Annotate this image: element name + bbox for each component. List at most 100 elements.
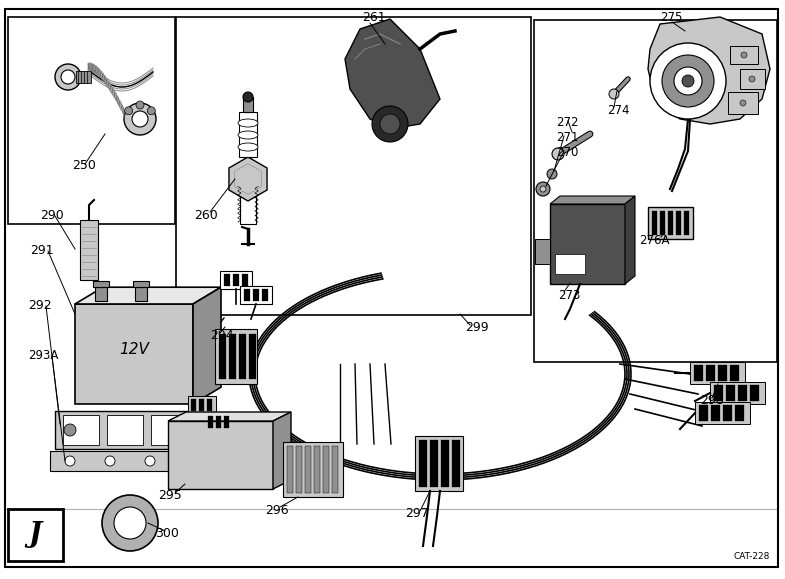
Circle shape <box>132 111 148 127</box>
Bar <box>229 334 236 379</box>
Bar <box>726 385 735 401</box>
Bar <box>133 281 149 287</box>
Text: 291: 291 <box>30 244 53 257</box>
Polygon shape <box>193 287 221 404</box>
Bar <box>695 402 750 424</box>
Bar <box>690 362 745 384</box>
Circle shape <box>609 89 619 99</box>
Circle shape <box>243 92 253 102</box>
Bar <box>332 446 338 493</box>
Circle shape <box>64 424 76 436</box>
Text: 292: 292 <box>28 299 52 312</box>
Text: 276A: 276A <box>639 234 670 247</box>
Bar <box>55 411 195 449</box>
Text: 294: 294 <box>210 329 234 342</box>
Bar <box>535 239 550 264</box>
Ellipse shape <box>238 119 258 127</box>
Bar <box>95 287 107 301</box>
Text: 290: 290 <box>40 209 64 222</box>
Circle shape <box>61 70 75 84</box>
Bar <box>242 274 248 286</box>
Bar <box>750 385 759 401</box>
Bar <box>239 334 246 379</box>
Bar <box>188 396 216 414</box>
Bar <box>652 211 657 235</box>
Bar <box>239 112 257 157</box>
Bar <box>710 382 765 404</box>
Bar <box>219 334 226 379</box>
Text: CAT-228: CAT-228 <box>734 552 770 561</box>
Bar <box>244 289 250 301</box>
Bar <box>296 446 302 493</box>
Circle shape <box>125 107 133 115</box>
Bar <box>151 415 187 445</box>
Bar <box>730 365 739 381</box>
Polygon shape <box>625 196 635 284</box>
Text: J: J <box>28 522 42 548</box>
Circle shape <box>124 103 156 135</box>
Bar <box>243 97 253 112</box>
Bar <box>660 211 665 235</box>
Text: 293A: 293A <box>28 349 58 362</box>
Circle shape <box>136 101 144 109</box>
Text: 260: 260 <box>194 209 217 222</box>
Bar <box>207 399 212 411</box>
Bar <box>249 334 256 379</box>
Circle shape <box>741 52 747 58</box>
Circle shape <box>547 169 557 179</box>
Bar <box>648 207 693 239</box>
Circle shape <box>148 107 155 115</box>
Bar <box>441 440 449 487</box>
Bar <box>287 446 293 493</box>
Bar <box>728 92 758 114</box>
Bar <box>668 211 673 235</box>
Bar <box>191 399 196 411</box>
Bar <box>80 220 98 280</box>
Bar <box>135 287 147 301</box>
Bar <box>216 416 221 428</box>
Bar <box>8 17 175 224</box>
Bar <box>534 20 777 362</box>
Circle shape <box>55 64 81 90</box>
Ellipse shape <box>238 143 258 151</box>
Text: 298: 298 <box>700 394 724 407</box>
Bar <box>711 405 720 421</box>
Bar <box>723 405 732 421</box>
Bar <box>75 304 193 404</box>
Bar <box>314 446 320 493</box>
Circle shape <box>540 186 546 192</box>
Circle shape <box>682 75 694 87</box>
Bar <box>168 421 273 489</box>
Text: 250: 250 <box>72 159 96 172</box>
Text: 297: 297 <box>405 507 429 520</box>
Bar <box>706 365 715 381</box>
Polygon shape <box>345 19 440 129</box>
Circle shape <box>740 100 746 106</box>
Text: 273: 273 <box>558 289 580 302</box>
Text: 12V: 12V <box>119 342 149 357</box>
Circle shape <box>552 148 564 160</box>
Bar <box>233 274 239 286</box>
Bar <box>107 415 143 445</box>
Bar <box>305 446 311 493</box>
Bar <box>199 399 204 411</box>
Circle shape <box>662 55 714 107</box>
Bar <box>220 271 252 289</box>
Polygon shape <box>273 412 291 489</box>
Bar <box>283 442 343 497</box>
Circle shape <box>114 507 146 539</box>
Bar <box>208 416 213 428</box>
Polygon shape <box>550 196 635 204</box>
Text: 296: 296 <box>265 504 289 517</box>
Bar <box>240 286 272 304</box>
Ellipse shape <box>238 131 258 139</box>
Bar <box>93 281 109 287</box>
Bar <box>63 415 99 445</box>
Text: 299: 299 <box>465 321 488 334</box>
Bar <box>735 405 744 421</box>
Bar <box>684 211 689 235</box>
Bar <box>699 405 708 421</box>
Circle shape <box>145 456 155 466</box>
Bar <box>176 17 531 315</box>
Bar <box>215 329 257 384</box>
